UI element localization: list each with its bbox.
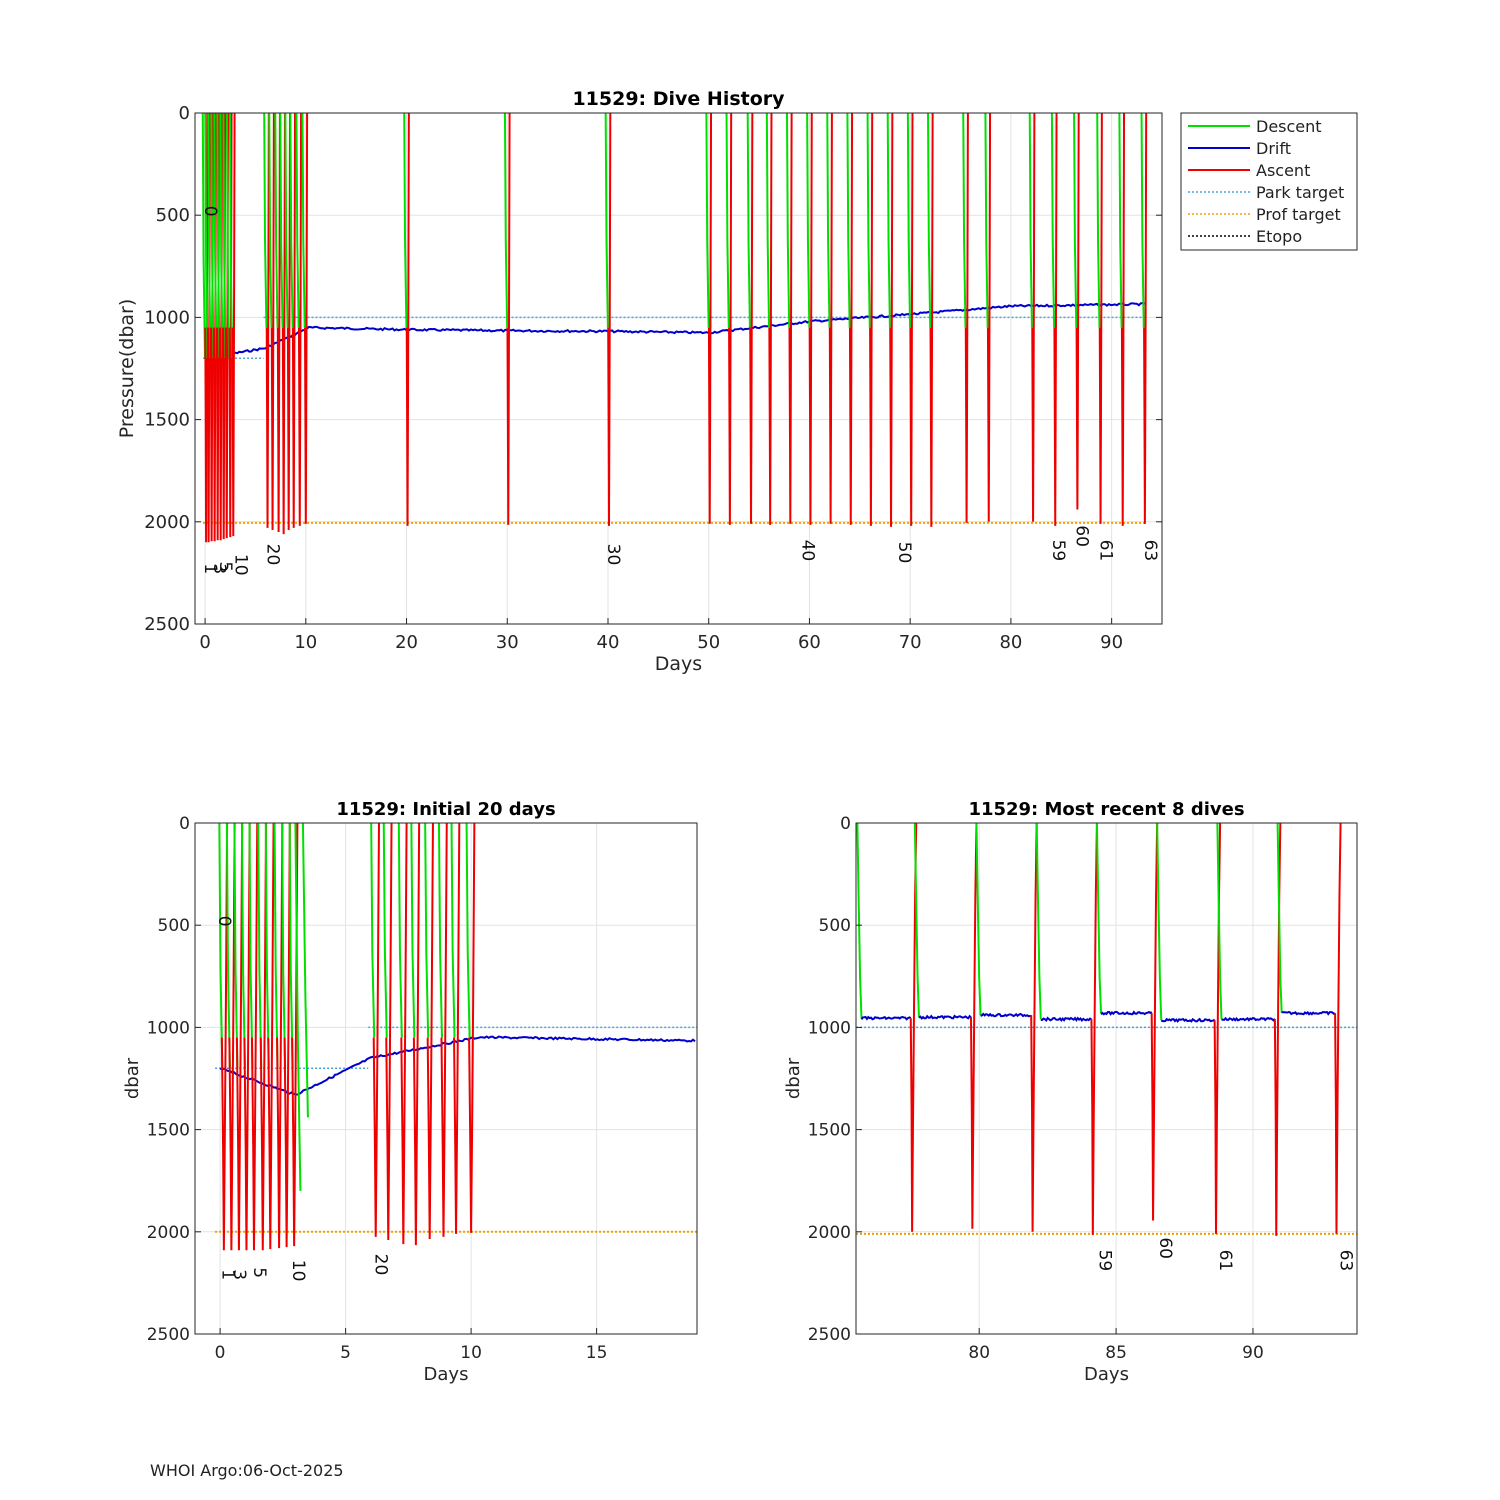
x-tick-label: 80	[968, 1343, 990, 1363]
cycle-label: 20	[371, 1254, 391, 1276]
chart-title: 11529: Initial 20 days	[336, 799, 555, 820]
y-axis-label: Pressure(dbar)	[116, 299, 138, 439]
cycle-label: 0	[214, 916, 234, 927]
x-tick-label: 30	[496, 632, 519, 653]
legend-prof-target-label: Prof target	[1256, 205, 1341, 224]
x-tick-label: 70	[899, 632, 922, 653]
figure: 13510 20 30 40 50 596061 6300 10 20 30 40 50 60 70 80 9…	[0, 0, 1500, 1500]
y-tick-label: 500	[158, 916, 190, 936]
cycle-label: 63	[1336, 1250, 1356, 1272]
cycle-label: 30	[603, 544, 623, 566]
x-tick-label: 5	[340, 1343, 351, 1363]
x-axis-label: Days	[424, 1364, 469, 1385]
cycle-label: 50	[894, 542, 914, 564]
x-tick-label: 80	[999, 632, 1022, 653]
x-axis-label: Days	[1084, 1364, 1129, 1385]
cycle-label: 3	[229, 1269, 249, 1280]
x-tick-label: 10	[460, 1343, 482, 1363]
y-tick-label: 0	[179, 814, 190, 834]
legend-drift-label: Drift	[1256, 139, 1291, 158]
y-tick-label: 500	[819, 916, 851, 936]
x-tick-label: 60	[798, 632, 821, 653]
legend: Descent Drift Ascent Park target Prof ta…	[1181, 113, 1357, 250]
y-tick-label: 1000	[147, 1018, 190, 1038]
x-tick-label: 40	[597, 632, 620, 653]
y-axis-label: dbar	[783, 1057, 804, 1099]
y-tick-label: 0	[179, 103, 190, 124]
y-tick-label: 1000	[144, 307, 190, 328]
cycle-label: 10	[230, 554, 250, 576]
x-tick-label: 0	[199, 632, 210, 653]
cycle-label: 61	[1096, 540, 1116, 562]
x-tick-label: 90	[1100, 632, 1123, 653]
cycle-label: 10	[288, 1260, 308, 1282]
legend-park-target-label: Park target	[1256, 183, 1344, 202]
chart-title: 11529: Most recent 8 dives	[968, 799, 1244, 820]
cycle-label: 60	[1071, 525, 1091, 547]
x-tick-label: 85	[1105, 1343, 1127, 1363]
y-axis-label: dbar	[122, 1057, 143, 1099]
y-tick-label: 500	[156, 205, 190, 226]
legend-ascent-label: Ascent	[1256, 161, 1310, 180]
cycle-label: 20	[263, 544, 283, 566]
y-tick-label: 2500	[808, 1325, 851, 1345]
x-tick-label: 10	[294, 632, 317, 653]
y-tick-label: 2500	[144, 614, 190, 635]
cycle-label: 59	[1048, 540, 1068, 562]
x-axis-label: Days	[655, 653, 702, 675]
x-tick-label: 50	[697, 632, 720, 653]
x-tick-label: 15	[586, 1343, 608, 1363]
cycle-label: 61	[1215, 1250, 1235, 1272]
y-tick-label: 2000	[147, 1223, 190, 1243]
y-tick-label: 0	[840, 814, 851, 834]
cycle-label: 63	[1140, 540, 1160, 562]
y-tick-label: 1500	[147, 1121, 190, 1141]
cycle-label: 59	[1095, 1250, 1115, 1272]
y-tick-label: 2000	[808, 1223, 851, 1243]
cycle-label: 40	[797, 540, 817, 562]
legend-descent-label: Descent	[1256, 117, 1322, 136]
cycle-label: 5	[249, 1267, 269, 1278]
y-tick-label: 2500	[147, 1325, 190, 1345]
footer-credit: WHOI Argo:06-Oct-2025	[150, 1461, 344, 1480]
legend-etopo-label: Etopo	[1256, 227, 1302, 246]
y-tick-label: 2000	[144, 512, 190, 533]
y-tick-label: 1000	[808, 1018, 851, 1038]
cycle-label: 0	[200, 206, 220, 217]
y-tick-label: 1500	[808, 1121, 851, 1141]
x-tick-label: 90	[1242, 1343, 1264, 1363]
y-tick-label: 1500	[144, 410, 190, 431]
x-tick-label: 0	[215, 1343, 226, 1363]
chart-title: 11529: Dive History	[572, 88, 785, 110]
cycle-label: 60	[1155, 1237, 1175, 1259]
x-tick-label: 20	[395, 632, 418, 653]
